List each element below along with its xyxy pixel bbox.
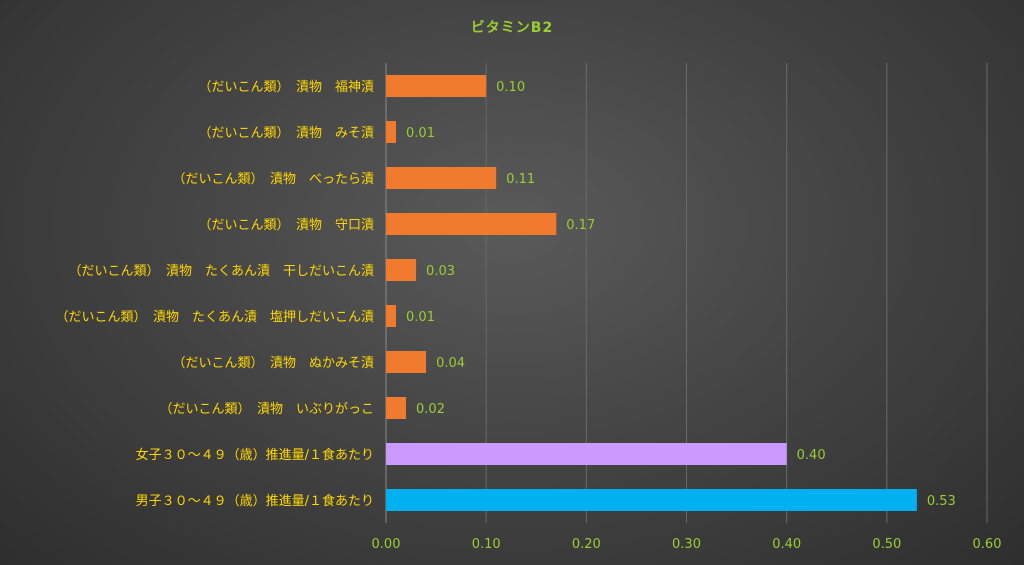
bar: [386, 489, 917, 511]
bar: [386, 121, 397, 143]
category-label: 男子３０～４９（歳）推進量/１食あたり: [136, 493, 374, 509]
bar: [386, 167, 497, 189]
bar: [386, 397, 407, 419]
x-tick-label: 0.10: [472, 537, 501, 552]
x-tick-label: 0.00: [372, 537, 401, 552]
category-label: （だいこん類） 漬物 ぬかみそ漬: [172, 356, 374, 371]
data-label: 0.03: [426, 264, 455, 279]
data-label: 0.11: [506, 172, 535, 187]
category-label: （だいこん類） 漬物 たくあん漬 干しだいこん漬: [68, 264, 374, 279]
bar: [386, 351, 427, 373]
category-label: （だいこん類） 漬物 べったら漬: [172, 172, 374, 187]
category-label: 女子３０～４９（歳）推進量/１食あたり: [136, 447, 374, 463]
chart-title: ビタミンB2: [470, 20, 554, 36]
x-tick-label: 0.30: [672, 537, 701, 552]
data-label: 0.04: [436, 356, 465, 371]
x-tick-label: 0.60: [973, 537, 1002, 552]
category-label: （だいこん類） 漬物 みそ漬: [198, 126, 374, 141]
x-tick-label: 0.20: [572, 537, 601, 552]
category-label: （だいこん類） 漬物 守口漬: [198, 218, 374, 233]
bar: [386, 305, 397, 327]
bar: [386, 259, 417, 281]
bar: [386, 443, 787, 465]
x-tick-label: 0.50: [872, 537, 901, 552]
data-label: 0.10: [496, 80, 525, 95]
category-label: （だいこん類） 漬物 いぶりがっこ: [159, 402, 374, 417]
data-label: 0.01: [406, 310, 435, 325]
category-label: （だいこん類） 漬物 福神漬: [198, 80, 374, 95]
category-label: （だいこん類） 漬物 たくあん漬 塩押しだいこん漬: [55, 310, 374, 325]
bar: [386, 75, 487, 97]
x-tick-label: 0.40: [772, 537, 801, 552]
data-label: 0.40: [797, 448, 826, 463]
data-label: 0.53: [927, 494, 956, 509]
data-label: 0.17: [566, 218, 595, 233]
bar: [386, 213, 557, 235]
data-label: 0.02: [416, 402, 445, 417]
data-label: 0.01: [406, 126, 435, 141]
